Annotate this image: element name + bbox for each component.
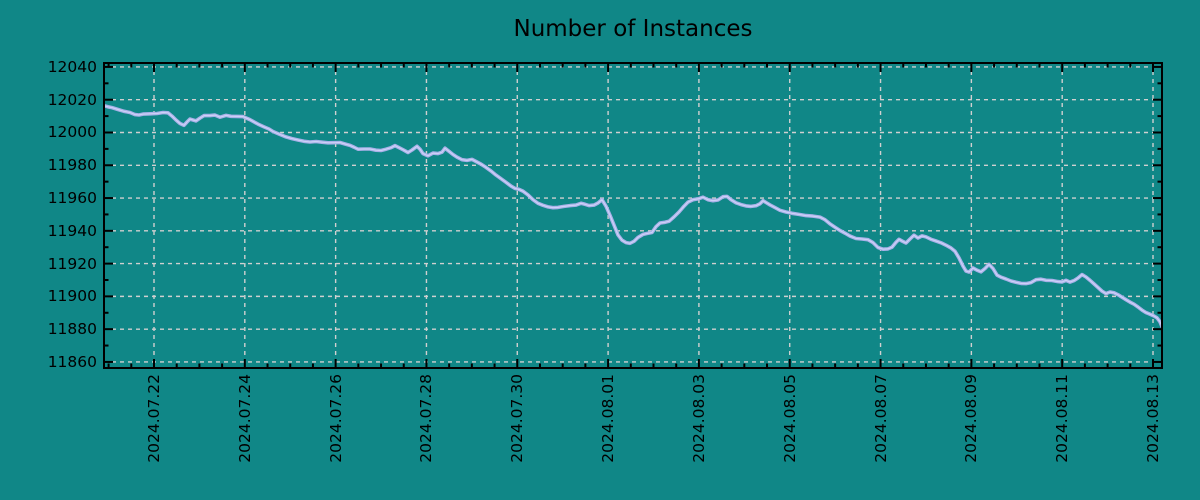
y-tick-label: 11960 (47, 189, 97, 208)
gridlines (104, 63, 1162, 368)
plot-border (103, 62, 1163, 369)
x-tick-label: 2024.07.24 (235, 374, 254, 463)
x-tick-label: 2024.08.05 (780, 374, 799, 463)
y-tick-label: 11920 (47, 254, 97, 273)
x-tick-label: 2024.08.11 (1053, 374, 1072, 463)
y-tick-label: 11940 (47, 221, 97, 240)
chart-title: Number of Instances (513, 16, 753, 42)
y-tick-label: 11980 (47, 156, 97, 175)
y-tick-label: 12020 (47, 90, 97, 109)
y-tick-label: 12000 (47, 123, 97, 142)
x-tick-label: 2024.08.07 (871, 374, 890, 463)
tick-marks (104, 63, 1162, 368)
x-tick-label: 2024.07.22 (144, 374, 163, 463)
x-tick-label: 2024.08.09 (962, 374, 981, 463)
y-tick-label: 11860 (47, 352, 97, 371)
series-instances (104, 104, 1162, 329)
y-tick-label: 12040 (47, 57, 97, 76)
x-tick-label: 2024.07.30 (508, 374, 527, 463)
data-line-core (104, 105, 1162, 328)
y-tick-label: 11880 (47, 320, 97, 339)
x-tick-label: 2024.07.28 (417, 374, 436, 463)
x-tick-label: 2024.08.13 (1144, 374, 1162, 463)
x-tick-label: 2024.08.03 (689, 374, 708, 463)
y-tick-label: 11900 (47, 287, 97, 306)
x-tick-label: 2024.08.01 (599, 374, 618, 463)
x-tick-label: 2024.07.26 (326, 374, 345, 463)
